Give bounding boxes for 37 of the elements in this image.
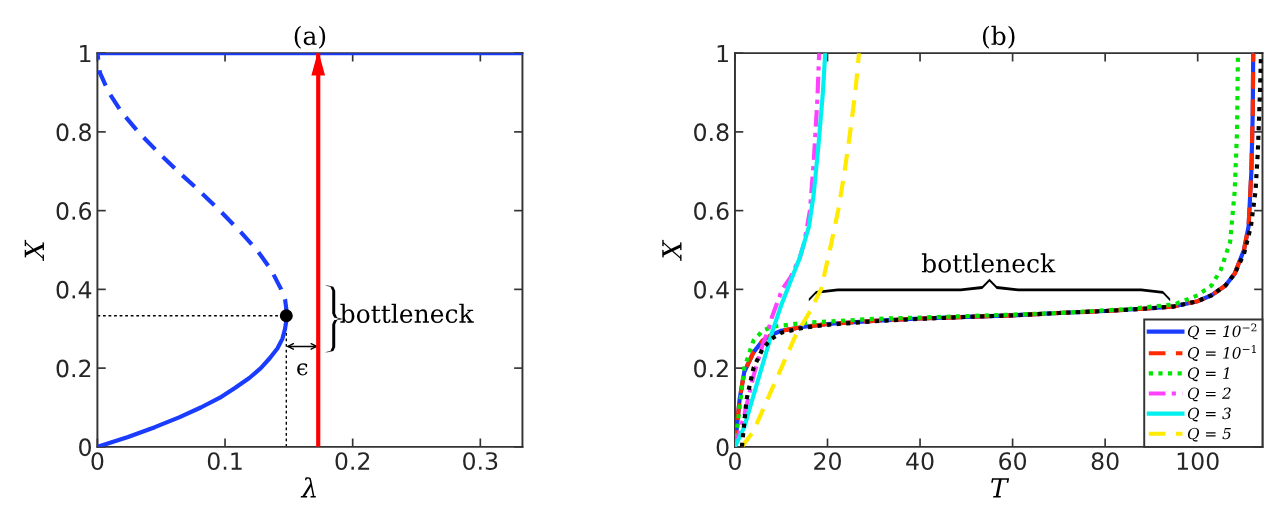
annotation: bottleneck (340, 303, 474, 324)
x-tick-label: 0.2 (335, 452, 370, 470)
x-tick-label: 40 (906, 452, 934, 470)
y-tick-label: 0.4 (56, 280, 92, 299)
x-tick-label: 0 (91, 452, 104, 470)
annotation: bottleneck (921, 253, 1056, 273)
y-tick-label: 0.2 (56, 359, 91, 378)
y-tick-label: 0 (716, 438, 729, 457)
legend-label: Q = 3 (1187, 407, 1231, 422)
y-axis-title: X (24, 239, 44, 262)
legend-label: Q = 1 (1187, 367, 1229, 382)
legend-label: Q = 10$^{−2}$ (1187, 323, 1257, 340)
x-tick-label: 0.3 (463, 452, 498, 470)
x-tick-label: 20 (814, 452, 841, 470)
x-tick-label: 0.1 (207, 452, 242, 470)
x-axis-title: λ (300, 477, 316, 498)
y-axis-title: X (662, 239, 682, 262)
y-tick-label: 1 (717, 44, 728, 63)
y-tick-label: 0 (79, 438, 91, 457)
x-tick-label: 80 (1091, 452, 1119, 470)
legend-label: Q = 10$^{−1}$ (1187, 344, 1256, 361)
x-axis-title: T (991, 478, 1010, 498)
y-tick-label: 0.8 (56, 123, 91, 142)
y-tick-label: 0.4 (694, 280, 729, 299)
legend-label: Q = 2 (1187, 387, 1231, 402)
chart-title: (a) (294, 25, 326, 49)
chart-title: (b) (982, 25, 1015, 49)
y-tick-label: 1 (80, 44, 91, 63)
y-tick-label: 0.6 (56, 202, 92, 220)
x-tick-label: 0 (729, 452, 741, 470)
y-tick-label: 0.6 (694, 202, 729, 220)
x-tick-label: 60 (999, 452, 1027, 470)
annotation: ϵ (297, 363, 308, 376)
x-tick-label: 100 (1177, 452, 1219, 470)
legend-label: Q = 5 (1187, 427, 1231, 442)
y-tick-label: 0.2 (694, 359, 728, 378)
y-tick-label: 0.8 (694, 123, 729, 142)
